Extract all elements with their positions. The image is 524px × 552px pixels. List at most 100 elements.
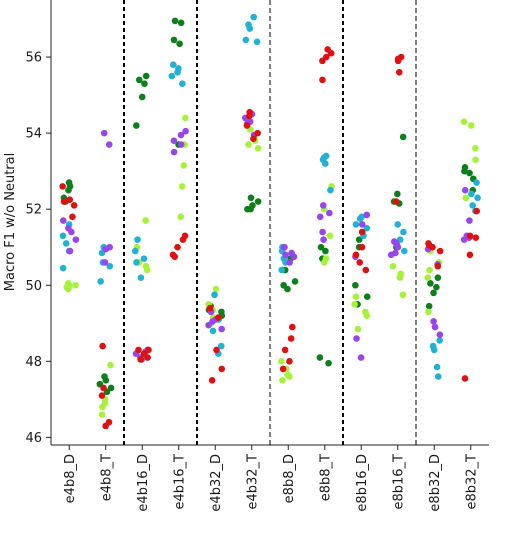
data-point bbox=[99, 342, 106, 350]
data-point bbox=[394, 57, 402, 65]
data-point bbox=[322, 160, 329, 167]
data-point bbox=[169, 61, 177, 68]
data-point bbox=[282, 251, 289, 259]
data-point bbox=[254, 145, 262, 152]
data-point bbox=[65, 280, 72, 287]
data-point bbox=[69, 213, 76, 221]
data-point bbox=[290, 253, 298, 261]
data-point bbox=[427, 280, 434, 287]
data-point bbox=[467, 122, 475, 129]
data-point bbox=[363, 293, 371, 300]
data-point bbox=[102, 422, 109, 430]
data-point bbox=[100, 384, 107, 392]
data-point bbox=[434, 373, 442, 380]
data-point bbox=[358, 221, 366, 228]
data-point bbox=[106, 262, 114, 270]
data-point bbox=[395, 68, 403, 76]
data-point bbox=[177, 19, 185, 27]
data-point bbox=[472, 145, 479, 152]
data-point bbox=[353, 335, 360, 342]
data-point bbox=[170, 148, 178, 156]
data-point bbox=[72, 236, 80, 243]
data-point bbox=[141, 80, 148, 87]
data-point bbox=[472, 234, 480, 242]
data-point bbox=[466, 169, 473, 177]
data-point bbox=[245, 141, 252, 148]
data-point bbox=[352, 221, 360, 228]
data-point bbox=[180, 162, 188, 169]
data-point bbox=[322, 247, 329, 255]
data-point bbox=[433, 363, 441, 371]
data-point bbox=[72, 281, 79, 289]
data-point bbox=[145, 346, 152, 354]
data-point bbox=[433, 283, 440, 291]
data-point bbox=[469, 202, 476, 209]
data-point bbox=[431, 323, 439, 331]
group-separators bbox=[123, 0, 417, 445]
data-point bbox=[426, 266, 433, 274]
y-tick-label: 52 bbox=[25, 203, 42, 218]
data-point bbox=[474, 194, 481, 202]
data-point bbox=[279, 365, 287, 373]
y-tick-label: 46 bbox=[25, 431, 42, 446]
data-point bbox=[392, 198, 400, 205]
y-tick-label: 48 bbox=[25, 355, 42, 370]
data-point bbox=[62, 240, 70, 247]
data-point bbox=[245, 112, 253, 120]
data-point bbox=[352, 251, 360, 259]
data-point bbox=[284, 285, 291, 293]
data-point bbox=[205, 321, 212, 329]
data-points bbox=[59, 13, 481, 430]
data-point bbox=[400, 247, 408, 255]
data-point bbox=[461, 375, 469, 382]
data-point bbox=[174, 243, 181, 251]
data-point bbox=[460, 118, 468, 126]
x-tick-label: e8b16_T bbox=[391, 454, 406, 510]
data-point bbox=[358, 228, 366, 236]
data-point bbox=[211, 291, 218, 299]
data-point bbox=[460, 236, 468, 243]
x-tick-label: e4b32_T bbox=[245, 454, 260, 510]
data-point bbox=[316, 354, 324, 361]
data-point bbox=[468, 190, 475, 198]
data-point bbox=[326, 209, 333, 217]
data-point bbox=[355, 236, 363, 243]
data-point bbox=[462, 194, 470, 202]
data-point bbox=[387, 251, 395, 259]
data-point bbox=[179, 80, 186, 87]
data-point bbox=[461, 167, 468, 175]
data-point bbox=[250, 135, 257, 143]
x-tick-label: e8b32_D bbox=[428, 454, 443, 512]
data-point bbox=[436, 247, 444, 255]
data-point bbox=[278, 358, 285, 365]
data-point bbox=[138, 93, 146, 101]
data-point bbox=[99, 403, 106, 411]
data-point bbox=[101, 373, 108, 380]
data-point bbox=[430, 346, 438, 354]
data-point bbox=[182, 127, 189, 135]
x-tick-label: e4b8_D bbox=[63, 454, 78, 503]
data-point bbox=[425, 302, 433, 310]
data-point bbox=[133, 259, 140, 266]
data-point bbox=[59, 183, 66, 190]
data-point bbox=[135, 346, 142, 354]
data-point bbox=[246, 25, 254, 32]
data-point bbox=[65, 186, 72, 194]
x-axis-ticks: e4b8_D e4b8_T e4b16_D e4b16_T e4b32_D e4b32_T… bbox=[63, 445, 479, 512]
data-point bbox=[142, 217, 149, 224]
data-point bbox=[286, 358, 293, 365]
data-point bbox=[396, 274, 404, 281]
data-point bbox=[100, 129, 108, 137]
data-point bbox=[170, 36, 178, 44]
data-point bbox=[317, 243, 325, 251]
data-point bbox=[473, 179, 480, 186]
data-point bbox=[430, 289, 437, 297]
data-point bbox=[325, 359, 332, 367]
data-point bbox=[399, 133, 407, 141]
data-point bbox=[356, 215, 364, 222]
data-point bbox=[249, 202, 256, 209]
data-point bbox=[209, 327, 217, 335]
data-point bbox=[140, 255, 148, 262]
data-point bbox=[354, 325, 362, 333]
data-point bbox=[182, 114, 189, 122]
